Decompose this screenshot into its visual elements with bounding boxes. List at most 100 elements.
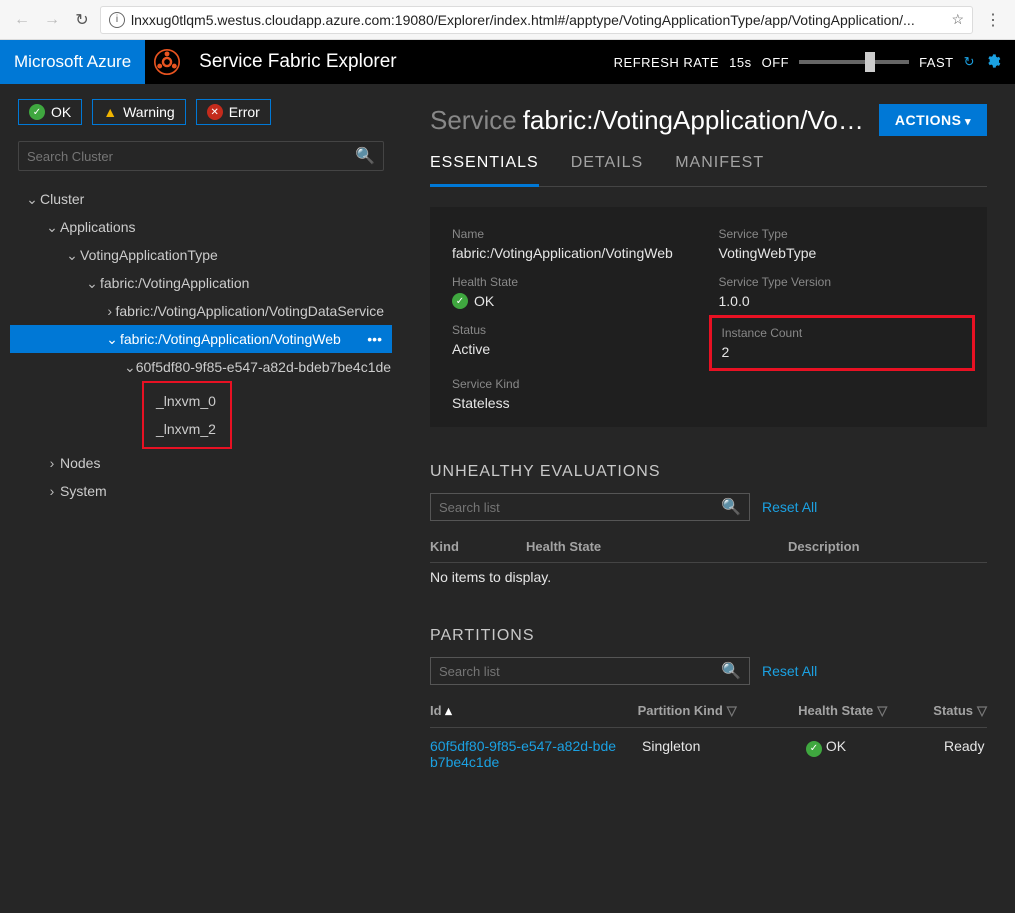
tree-svc-web[interactable]: ⌄fabric:/VotingApplication/VotingWeb•••: [10, 325, 392, 353]
filter-ok-button[interactable]: ✓OK: [18, 99, 82, 125]
actions-button[interactable]: ACTIONS: [879, 104, 987, 136]
tree-svc-data[interactable]: ›fabric:/VotingApplication/VotingDataSer…: [10, 297, 392, 325]
filter-icon[interactable]: ▽: [977, 703, 987, 718]
partitions-search-input[interactable]: [439, 664, 721, 679]
slider-fast-label: FAST: [919, 55, 954, 70]
content-pane: Service fabric:/VotingApplication/Voting…: [402, 84, 1015, 913]
chevron-down-icon: ⌄: [104, 331, 120, 348]
search-icon: 🔍: [355, 146, 375, 166]
partitions-search[interactable]: 🔍: [430, 657, 750, 685]
col-kind[interactable]: Kind: [430, 539, 526, 554]
essentials-panel: Namefabric:/VotingApplication/VotingWeb …: [430, 207, 987, 427]
browser-menu-icon[interactable]: ⋮: [981, 10, 1005, 30]
tab-details[interactable]: DETAILS: [571, 154, 644, 186]
context-menu-icon[interactable]: •••: [367, 331, 382, 347]
search-cluster[interactable]: 🔍: [18, 141, 384, 171]
nav-tree: ⌄Cluster ⌄Applications ⌄VotingApplicatio…: [10, 185, 392, 505]
col-health[interactable]: Health State▽: [798, 703, 933, 719]
gear-icon[interactable]: [985, 53, 1001, 72]
refresh-label: REFRESH RATE: [614, 55, 719, 70]
tab-manifest[interactable]: MANIFEST: [675, 154, 764, 186]
field-service-kind: Service KindStateless: [452, 377, 699, 411]
url-text: lnxxug0tlqm5.westus.cloudapp.azure.com:1…: [131, 12, 943, 28]
chevron-right-icon: ›: [104, 303, 116, 319]
tree-instance-1[interactable]: _lnxvm_2: [144, 415, 230, 443]
filter-icon[interactable]: ▽: [727, 703, 737, 718]
chevron-down-icon: ⌄: [84, 275, 100, 292]
field-status: StatusActive: [452, 323, 699, 363]
partition-kind: Singleton: [642, 738, 806, 770]
brand[interactable]: Microsoft Azure: [0, 40, 145, 84]
field-service-type: Service TypeVotingWebType: [719, 227, 966, 261]
tree-partition[interactable]: ⌄60f5df80-9f85-e547-a82d-bdeb7be4c1de: [10, 353, 392, 381]
tab-essentials[interactable]: ESSENTIALS: [430, 154, 539, 187]
partition-row[interactable]: 60f5df80-9f85-e547-a82d-bdeb7be4c1de Sin…: [430, 728, 987, 780]
field-version: Service Type Version1.0.0: [719, 275, 966, 309]
bookmark-icon[interactable]: ☆: [951, 11, 964, 28]
reload-button[interactable]: ↻: [70, 8, 94, 32]
unhealthy-table-header: Kind Health State Description: [430, 531, 987, 562]
partitions-table-header: Id ▴ Partition Kind▽ Health State▽ Statu…: [430, 695, 987, 728]
field-health-state: Health State✓OK: [452, 275, 699, 309]
search-icon: 🔍: [721, 497, 741, 517]
search-cluster-input[interactable]: [27, 149, 355, 164]
unhealthy-reset-link[interactable]: Reset All: [762, 499, 817, 515]
partitions-header: PARTITIONS: [430, 627, 987, 645]
ubuntu-icon: [145, 40, 189, 84]
error-icon: ✕: [207, 104, 223, 120]
partitions-reset-link[interactable]: Reset All: [762, 663, 817, 679]
unhealthy-search-input[interactable]: [439, 500, 721, 515]
col-partition-kind[interactable]: Partition Kind▽: [638, 703, 799, 719]
refresh-controls: REFRESH RATE 15s OFF FAST ↻: [614, 53, 1001, 72]
tree-instance-0[interactable]: _lnxvm_0: [144, 387, 230, 415]
partition-status: Ready: [944, 738, 987, 770]
refresh-slider[interactable]: [799, 60, 909, 64]
chevron-right-icon: ›: [44, 483, 60, 499]
chevron-right-icon: ›: [44, 455, 60, 471]
col-description[interactable]: Description: [788, 539, 987, 554]
col-healthstate[interactable]: Health State: [526, 539, 788, 554]
tree-app-type[interactable]: ⌄VotingApplicationType: [10, 241, 392, 269]
instances-highlight: _lnxvm_0 _lnxvm_2: [142, 381, 232, 449]
filter-icon[interactable]: ▽: [877, 703, 887, 718]
partition-health: ✓ OK: [806, 738, 944, 770]
filter-error-button[interactable]: ✕Error: [196, 99, 271, 125]
app-title: Service Fabric Explorer: [199, 51, 396, 73]
ok-icon: ✓: [452, 293, 468, 309]
filter-warning-button[interactable]: ▲Warning: [92, 99, 185, 125]
unhealthy-search[interactable]: 🔍: [430, 493, 750, 521]
search-icon: 🔍: [721, 661, 741, 681]
browser-toolbar: ← → ↻ i lnxxug0tlqm5.westus.cloudapp.azu…: [0, 0, 1015, 40]
back-button[interactable]: ←: [10, 8, 34, 32]
address-bar[interactable]: i lnxxug0tlqm5.westus.cloudapp.azure.com…: [100, 6, 973, 34]
ok-icon: ✓: [29, 104, 45, 120]
site-info-icon[interactable]: i: [109, 12, 125, 28]
app-header: Microsoft Azure Service Fabric Explorer …: [0, 40, 1015, 84]
forward-button[interactable]: →: [40, 8, 64, 32]
page-title-row: Service fabric:/VotingApplication/Voting…: [430, 104, 987, 136]
chevron-down-icon: ⌄: [44, 219, 60, 236]
page-title: fabric:/VotingApplication/Voting…: [523, 105, 867, 136]
partitions-toolbar: 🔍 Reset All: [430, 657, 987, 685]
col-id[interactable]: Id ▴: [430, 703, 638, 719]
field-instance-count-highlight: Instance Count2: [709, 315, 976, 371]
slider-off-label: OFF: [762, 55, 790, 70]
warning-icon: ▲: [103, 104, 117, 120]
breadcrumb-type: Service: [430, 105, 517, 136]
unhealthy-empty: No items to display.: [430, 562, 987, 591]
tree-system[interactable]: ›System: [10, 477, 392, 505]
refresh-icon[interactable]: ↻: [964, 54, 975, 70]
col-status[interactable]: Status▽: [933, 703, 987, 719]
tree-cluster[interactable]: ⌄Cluster: [10, 185, 392, 213]
field-name: Namefabric:/VotingApplication/VotingWeb: [452, 227, 699, 261]
chevron-down-icon: ⌄: [24, 191, 40, 208]
sidebar: ✓OK ▲Warning ✕Error 🔍 ⌄Cluster ⌄Applicat…: [0, 84, 402, 913]
ok-icon: ✓: [806, 741, 822, 757]
tree-applications[interactable]: ⌄Applications: [10, 213, 392, 241]
refresh-value: 15s: [729, 55, 751, 70]
unhealthy-toolbar: 🔍 Reset All: [430, 493, 987, 521]
tree-app[interactable]: ⌄fabric:/VotingApplication: [10, 269, 392, 297]
chevron-down-icon: ⌄: [124, 359, 136, 376]
tree-nodes[interactable]: ›Nodes: [10, 449, 392, 477]
partition-id-link[interactable]: 60f5df80-9f85-e547-a82d-bdeb7be4c1de: [430, 738, 642, 770]
